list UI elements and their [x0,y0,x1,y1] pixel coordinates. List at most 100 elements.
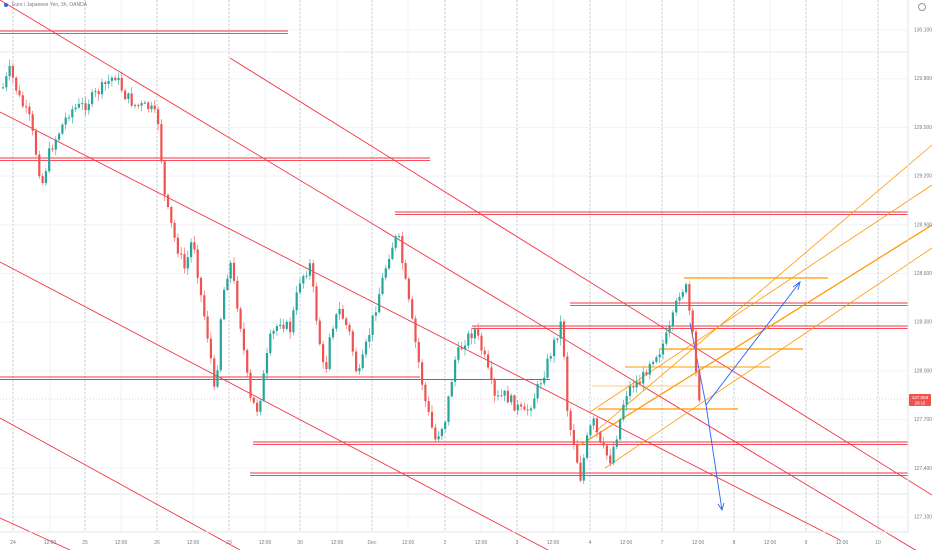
candle-body [394,236,397,248]
candle-body [622,404,625,420]
price-tag-countdown: 29:16 [915,401,926,406]
chart-settings-icon[interactable] [918,3,926,11]
candle-body [536,384,539,399]
candle-body [117,77,120,81]
candle-body [635,381,638,388]
candle-body [213,358,216,387]
candle-body [8,65,11,77]
candle-body [137,104,140,106]
candle-body [599,432,602,442]
x-tick-label: 12:00 [259,540,272,546]
candle-body [348,325,351,332]
candle-body [411,299,414,319]
y-tick-label: 129.500 [914,125,932,131]
candle-body [668,326,671,333]
candle-body [272,330,275,334]
candle-body [546,358,549,378]
arrow-head-icon [792,280,801,291]
candle-body [430,411,434,428]
x-tick-label: 12:00 [331,540,344,546]
channel-line [0,417,241,551]
candle-body [163,161,166,195]
y-tick-label: 128.600 [914,271,932,277]
x-tick-label: 12:00 [475,540,488,546]
candle-body [579,462,582,481]
candle-body [34,130,38,155]
x-tick-label: 12:00 [547,540,560,546]
y-tick-label: 128.000 [914,368,932,374]
candle-body [97,91,100,95]
candle-body [107,80,110,84]
candle-body [424,384,427,402]
x-tick-label: 12:00 [620,540,633,546]
candle-body [104,82,107,84]
candle-body [67,117,71,119]
candle-body [506,390,509,403]
candle-body [477,329,480,336]
candle-body [133,104,137,106]
candle-body [256,402,259,412]
candle-body [190,242,193,258]
symbol-title: Euro / Japanese Yen, 3h, OANDA [12,2,88,8]
candle-body [18,90,21,96]
candle-body [282,324,285,329]
candle-body [77,103,80,108]
candle-body [229,262,232,279]
candle-body [407,278,410,300]
price-tag-value: 127.059 [912,395,929,400]
candle-body [176,237,179,254]
candle-body [490,367,493,380]
candle-body [315,286,318,321]
candle-body [239,308,242,329]
y-tick-label: 128.900 [914,222,932,228]
candle-body [51,148,54,150]
candle-body [199,277,203,296]
x-tick-label: 10 [875,540,881,546]
channel-line [229,57,932,496]
candle-body [226,278,229,290]
candle-body [252,397,255,403]
candle-body [5,76,8,88]
candle-body [582,457,585,481]
candle-body [397,236,401,238]
candle-body [681,292,684,297]
candle-body [249,372,252,398]
candle-body [232,262,236,281]
candle-body [496,395,500,397]
candle-body [658,354,661,358]
candle-body [500,395,503,397]
candle-body [157,109,160,125]
candle-body [153,105,156,110]
candle-body [312,263,315,287]
symbol-status-icon [4,3,8,7]
candle-body [71,109,74,118]
y-tick-label: 129.200 [914,174,932,180]
candle-body [216,370,219,387]
candle-body [648,363,651,375]
candle-body [285,321,288,329]
candle-body [427,401,430,412]
candle-body [223,289,226,320]
candle-body [642,372,645,384]
grid-layer [0,0,908,532]
y-tick-label: 128.300 [914,320,932,326]
x-tick-label: 3 [516,540,519,546]
fib-channel-line [604,247,932,469]
candle-body [609,455,612,464]
candle-body [325,362,328,370]
candle-body [21,95,24,107]
candle-body [54,139,57,150]
candle-body [355,351,358,372]
candle-body [487,354,490,368]
candle-body [64,117,67,125]
fib-channel-line [579,224,932,446]
candle-body [130,93,133,106]
candle-body [417,341,420,363]
candle-body [444,421,447,429]
candle-body [206,316,209,339]
candle-body [467,333,470,346]
